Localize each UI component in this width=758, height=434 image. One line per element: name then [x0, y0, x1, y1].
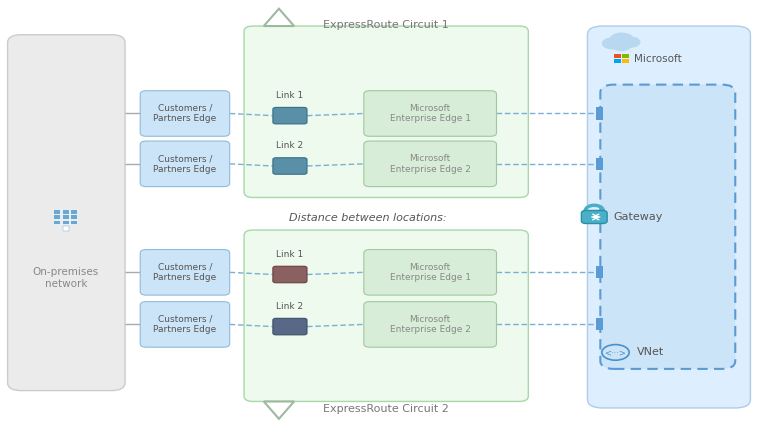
Circle shape [602, 37, 623, 49]
Text: Link 1: Link 1 [277, 250, 303, 259]
FancyBboxPatch shape [587, 26, 750, 408]
FancyBboxPatch shape [140, 302, 230, 347]
Bar [63, 226, 69, 231]
Text: VNet: VNet [637, 347, 664, 358]
Circle shape [621, 36, 641, 48]
Bar [61, 209, 68, 214]
Text: Microsoft
Enterprise Edge 1: Microsoft Enterprise Edge 1 [390, 104, 471, 123]
Bar [53, 220, 60, 224]
FancyBboxPatch shape [273, 107, 307, 124]
Bar [614, 59, 621, 63]
Bar [70, 220, 77, 224]
Bar [53, 214, 60, 219]
Bar [596, 108, 603, 119]
FancyBboxPatch shape [364, 302, 496, 347]
FancyBboxPatch shape [273, 158, 307, 174]
FancyBboxPatch shape [364, 141, 496, 187]
Text: Link 1: Link 1 [277, 91, 303, 100]
Text: On-premises
network: On-premises network [33, 267, 99, 289]
Text: Customers /
Partners Edge: Customers / Partners Edge [153, 263, 217, 282]
FancyBboxPatch shape [364, 250, 496, 295]
Bar [614, 54, 621, 58]
Text: Microsoft: Microsoft [634, 53, 682, 64]
Bar [70, 209, 77, 214]
Bar [596, 158, 603, 170]
Text: ExpressRoute Circuit 1: ExpressRoute Circuit 1 [324, 20, 449, 30]
FancyBboxPatch shape [273, 319, 307, 335]
Bar [61, 220, 68, 224]
FancyBboxPatch shape [244, 26, 528, 197]
FancyBboxPatch shape [581, 210, 607, 224]
FancyBboxPatch shape [244, 230, 528, 401]
FancyBboxPatch shape [600, 85, 735, 369]
Text: Distance between locations:: Distance between locations: [289, 213, 446, 224]
Text: ExpressRoute Circuit 2: ExpressRoute Circuit 2 [323, 404, 449, 414]
Text: Link 2: Link 2 [277, 302, 303, 311]
Text: <···>: <···> [605, 348, 626, 357]
FancyBboxPatch shape [8, 35, 125, 391]
Circle shape [609, 33, 634, 46]
Text: Customers /
Partners Edge: Customers / Partners Edge [153, 154, 217, 174]
FancyBboxPatch shape [140, 91, 230, 136]
Bar [596, 319, 603, 331]
Text: Microsoft
Enterprise Edge 2: Microsoft Enterprise Edge 2 [390, 315, 471, 334]
FancyBboxPatch shape [273, 266, 307, 283]
FancyBboxPatch shape [140, 141, 230, 187]
Bar [70, 214, 77, 219]
FancyBboxPatch shape [364, 91, 496, 136]
Text: Gateway: Gateway [613, 212, 662, 222]
Text: Microsoft
Enterprise Edge 2: Microsoft Enterprise Edge 2 [390, 154, 471, 174]
Bar [622, 54, 629, 58]
Text: Link 2: Link 2 [277, 141, 303, 150]
Circle shape [612, 40, 631, 51]
Text: Customers /
Partners Edge: Customers / Partners Edge [153, 315, 217, 334]
FancyBboxPatch shape [140, 250, 230, 295]
Bar [53, 209, 60, 214]
Bar [622, 59, 629, 63]
Bar [596, 266, 603, 279]
Text: Microsoft
Enterprise Edge 1: Microsoft Enterprise Edge 1 [390, 263, 471, 282]
Bar [61, 214, 68, 219]
Text: Customers /
Partners Edge: Customers / Partners Edge [153, 104, 217, 123]
